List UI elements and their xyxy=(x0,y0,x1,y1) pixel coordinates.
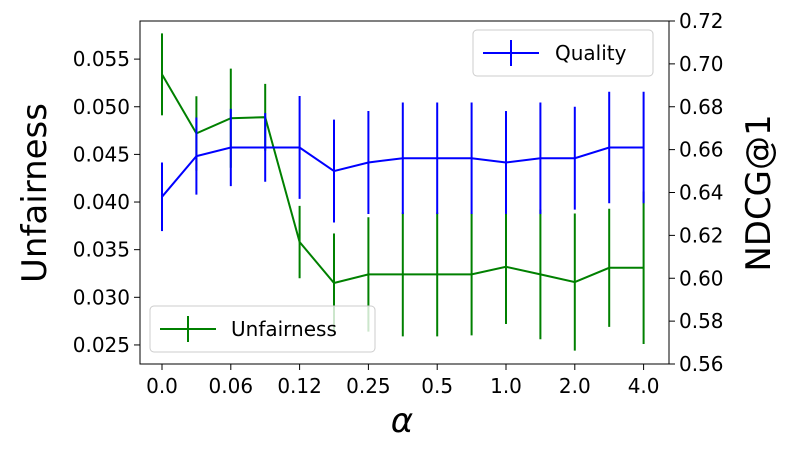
y-left-tick-label: 0.035 xyxy=(73,238,130,262)
x-tick-label: 0.12 xyxy=(277,374,322,398)
y-left-tick-label: 0.045 xyxy=(73,142,130,166)
legend-unfairness-label: Unfairness xyxy=(231,317,337,341)
x-tick-label: 0.0 xyxy=(146,374,178,398)
legend-quality-box xyxy=(472,29,654,77)
y-right-tick-label: 0.62 xyxy=(679,223,724,247)
x-tick-label: 1.0 xyxy=(490,374,522,398)
y-axis-left-title: Unfairness xyxy=(15,103,55,283)
x-tick-label: 0.25 xyxy=(346,374,391,398)
y-right-tick-label: 0.72 xyxy=(679,9,724,33)
x-tick-label: 0.5 xyxy=(421,374,453,398)
y-left-tick-label: 0.030 xyxy=(73,285,130,309)
y-right-tick-label: 0.56 xyxy=(679,352,724,376)
quality-series-line xyxy=(161,146,644,198)
y-left-tick-label: 0.050 xyxy=(73,95,130,119)
legend-quality: Quality xyxy=(472,29,654,77)
y-right-tick-label: 0.58 xyxy=(679,309,724,333)
legend-quality-label: Quality xyxy=(555,41,627,65)
x-tick-label: 2.0 xyxy=(559,374,591,398)
legend-unfairness: Unfairness xyxy=(149,305,376,353)
y-left-tick-label: 0.040 xyxy=(73,190,130,214)
y-left-tick-label: 0.055 xyxy=(73,47,130,71)
y-left-tick-label: 0.025 xyxy=(73,333,130,357)
x-tick-label: 0.06 xyxy=(209,374,254,398)
y-right-tick-label: 0.70 xyxy=(679,52,724,76)
unfairness-series-line xyxy=(161,73,644,285)
x-tick-label: 4.0 xyxy=(628,374,660,398)
x-axis-title: α xyxy=(391,401,413,441)
legend-unfairness-box xyxy=(149,305,376,353)
series-layer xyxy=(161,33,645,351)
y-right-tick-label: 0.60 xyxy=(679,266,724,290)
y-axis-right-title: NDCG@1 xyxy=(739,114,779,271)
y-right-tick-label: 0.68 xyxy=(679,95,724,119)
y-right-tick-label: 0.64 xyxy=(679,181,724,205)
axes-layer: 0.0 0.06 0.12 0.25 0.5 1.0 2.0 4.0 0.025 0.030 0.0… xyxy=(73,9,724,398)
y-right-tick-label: 0.66 xyxy=(679,138,724,162)
